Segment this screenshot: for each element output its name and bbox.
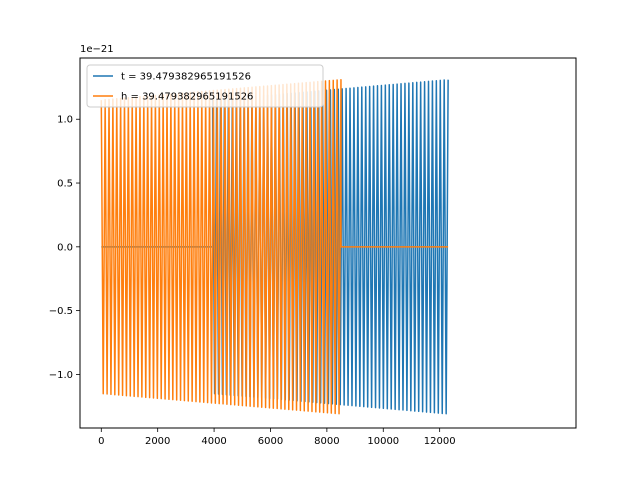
y-tick-label: 0.0 [57, 242, 73, 253]
x-axis: 0 2000 4000 6000 8000 10000 12000 [98, 428, 456, 447]
y-axis: −1.0 −0.5 0.0 0.5 1.0 [49, 115, 80, 381]
x-tick-label: 12000 [424, 436, 456, 447]
x-tick-label: 6000 [258, 436, 283, 447]
legend-box [86, 64, 324, 108]
x-tick-label: 8000 [314, 436, 339, 447]
y-tick-label: −0.5 [49, 306, 73, 317]
x-tick-label: 0 [98, 436, 104, 447]
y-tick-label: 0.5 [57, 179, 73, 190]
legend-label: t = 39.479382965191526 [121, 72, 251, 83]
y-tick-label: −1.0 [49, 370, 73, 381]
axes-frame [79, 57, 577, 429]
series-line-h [100, 78, 449, 415]
legend: t = 39.479382965191526 h = 39.47938296519… [86, 64, 324, 108]
y-offset-label: 1e−21 [80, 44, 114, 55]
x-tick-label: 2000 [145, 436, 170, 447]
plot-area [100, 78, 449, 415]
legend-label: h = 39.479382965191526 [121, 92, 253, 103]
x-tick-label: 4000 [201, 436, 226, 447]
x-tick-label: 10000 [367, 436, 399, 447]
y-tick-label: 1.0 [57, 115, 73, 126]
